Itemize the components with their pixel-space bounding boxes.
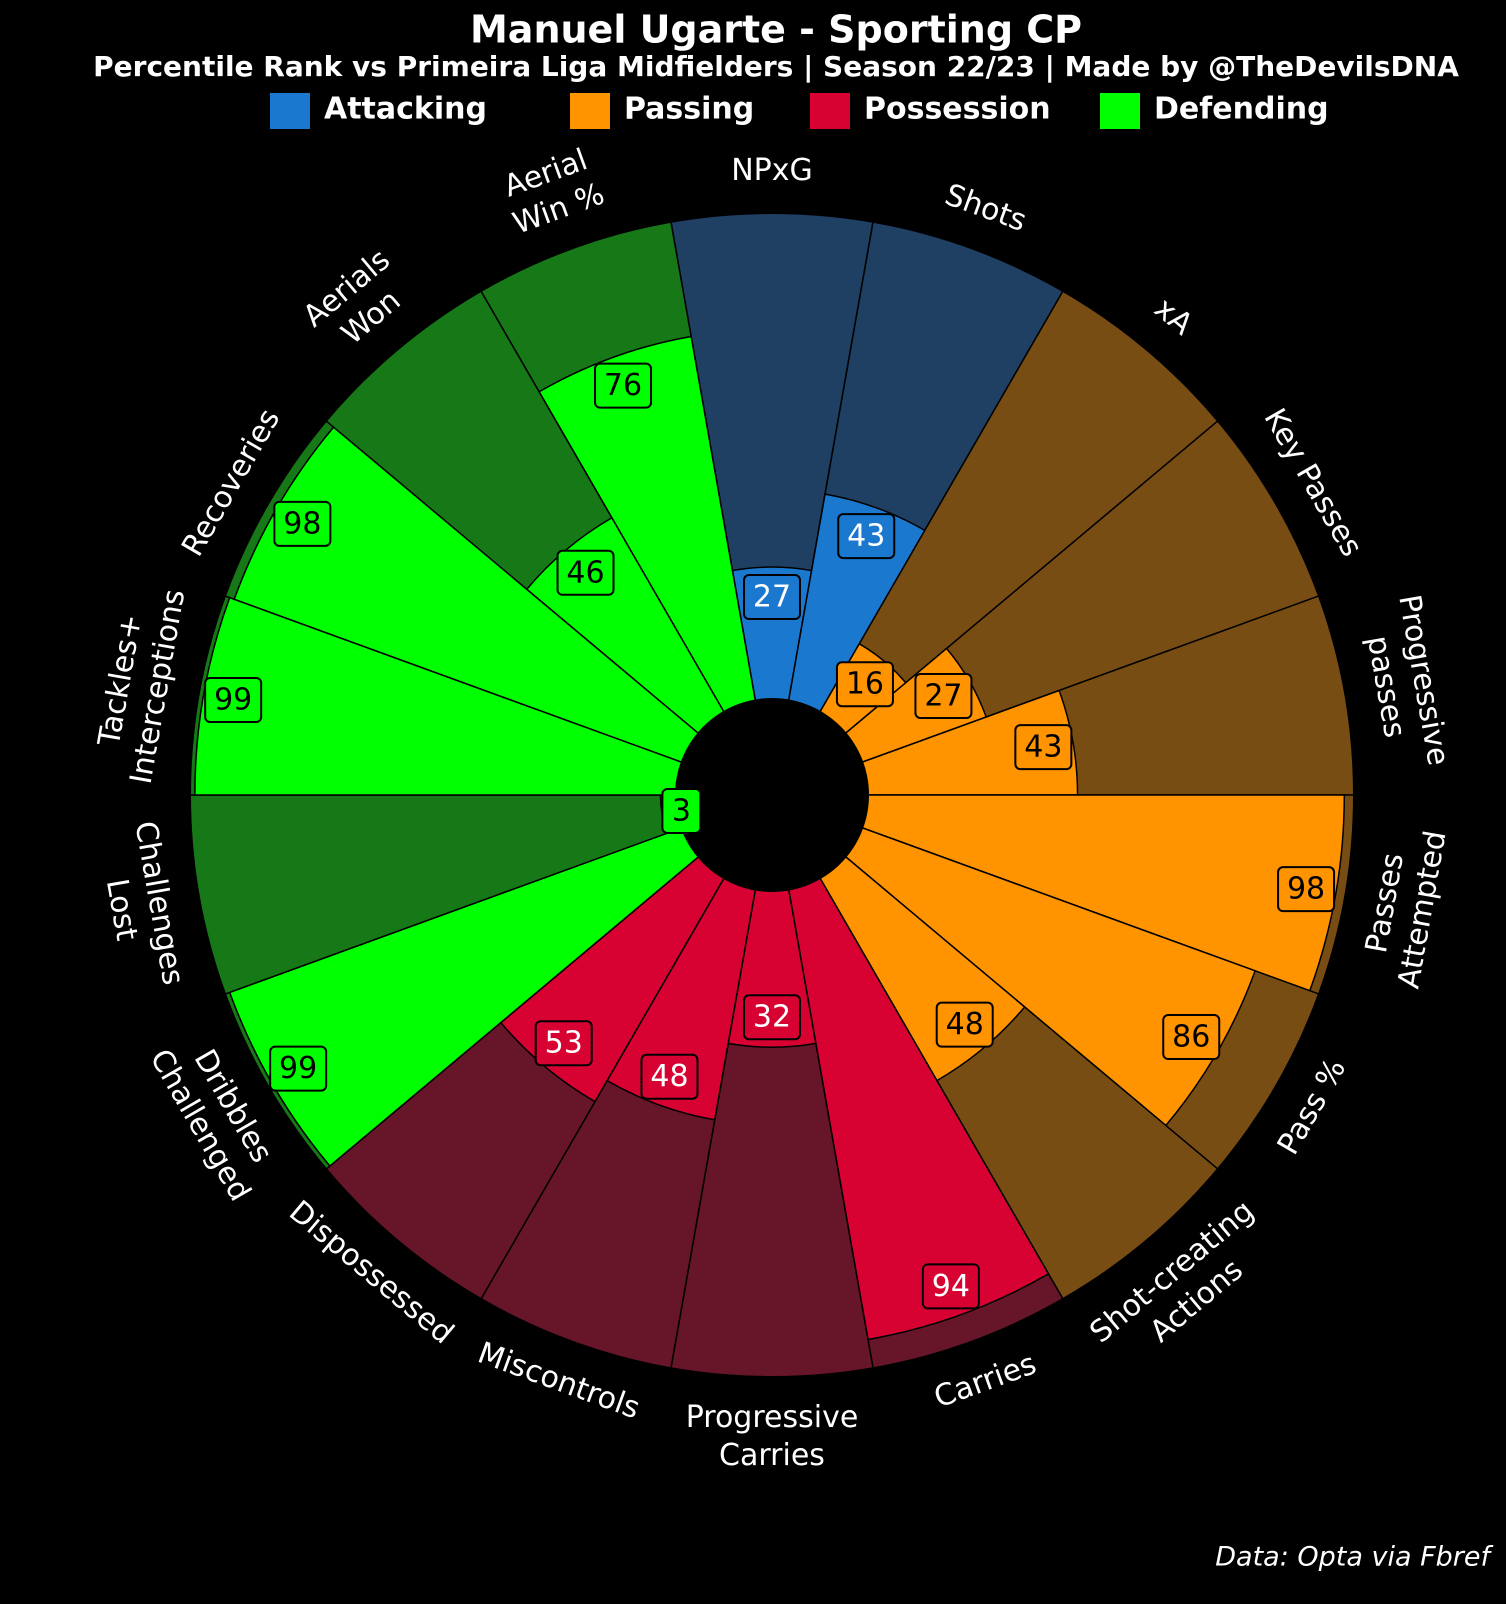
value-label: 43	[847, 519, 885, 554]
value-label: 46	[566, 555, 604, 590]
value-label-box	[594, 362, 653, 409]
value-label-box	[1014, 724, 1073, 771]
value-label-box	[837, 513, 896, 560]
value-label: 99	[214, 682, 252, 717]
value-label-box	[661, 787, 702, 834]
legend-label: Attacking	[324, 92, 487, 127]
bar	[771, 794, 1050, 1341]
value-label-box	[204, 676, 263, 723]
slices	[189, 212, 1355, 1378]
value-label-box	[640, 1053, 699, 1100]
legend-label: Passing	[624, 92, 754, 127]
value-label: 16	[846, 667, 884, 702]
footer: Data: Opta via Fbref	[1215, 1542, 1493, 1573]
chart-title: Manuel Ugarte - Sporting CP	[470, 8, 1082, 52]
category-label: Progressive Carries	[686, 1400, 859, 1473]
category-label: NPxG	[731, 153, 813, 188]
value-label: 3	[672, 793, 691, 828]
value-label-box	[1162, 1014, 1221, 1061]
value-label: 98	[283, 506, 321, 541]
bar	[194, 596, 773, 796]
legend-swatch	[810, 93, 850, 129]
value-label-box	[921, 1263, 980, 1310]
outer-ring	[189, 212, 1355, 1378]
value-label: 27	[924, 679, 962, 714]
value-label-box	[556, 549, 615, 596]
value-label: 48	[946, 1007, 984, 1042]
value-label: 98	[1287, 872, 1325, 907]
bar	[538, 335, 773, 796]
value-label: 76	[604, 368, 642, 403]
value-label-box	[743, 574, 801, 621]
legend-label: Possession	[864, 92, 1051, 127]
value-label-box	[1277, 866, 1336, 913]
value-label-box	[273, 500, 332, 547]
value-label: 43	[1024, 730, 1062, 765]
value-label: 94	[932, 1269, 970, 1304]
bar	[771, 794, 1346, 992]
value-label: 86	[1172, 1020, 1210, 1055]
value-label-box	[269, 1045, 328, 1092]
value-label: 27	[753, 580, 791, 615]
value-label: 53	[545, 1026, 583, 1061]
legend-swatch	[1100, 93, 1140, 129]
chart-subtitle: Percentile Rank vs Primeira Liga Midfiel…	[93, 50, 1459, 83]
legend-swatch	[270, 93, 310, 129]
value-label-box	[534, 1020, 593, 1067]
legend-label: Defending	[1154, 92, 1329, 127]
legend-swatch	[570, 93, 610, 129]
value-label-box	[835, 661, 894, 708]
value-label-box	[743, 994, 801, 1041]
value-label-box	[914, 673, 973, 720]
value-label: 32	[753, 1000, 791, 1035]
value-label: 99	[279, 1051, 317, 1086]
value-label-box	[935, 1001, 994, 1048]
center-hole	[675, 698, 869, 892]
value-label: 48	[650, 1059, 688, 1094]
